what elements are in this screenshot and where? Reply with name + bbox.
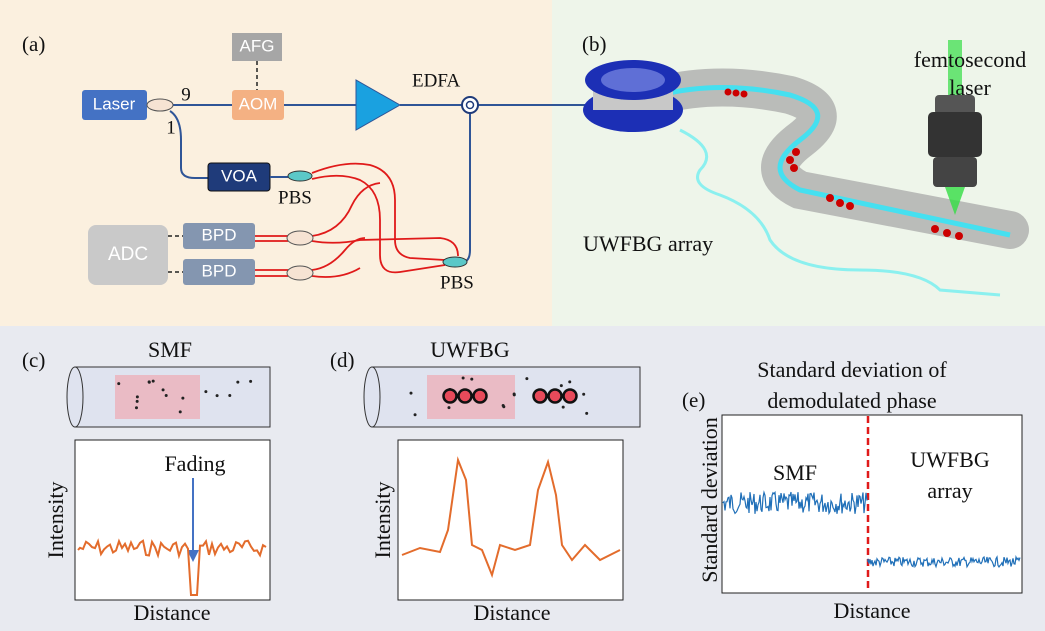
x-label: Distance <box>834 598 911 623</box>
voa-text: VOA <box>221 166 258 185</box>
scatter-dot <box>582 393 585 396</box>
scatter-dot <box>502 404 505 407</box>
scatter-dot <box>181 397 184 400</box>
objective <box>928 112 982 157</box>
panel-title: SMF <box>148 337 192 362</box>
scatter-dot <box>414 413 417 416</box>
scatter-dot <box>513 393 516 396</box>
scatter-dot <box>148 380 151 383</box>
page: {"panel_a": {"label": "(a)", "afg": "AFG… <box>0 0 1045 631</box>
femto-text: laser <box>949 75 991 100</box>
annotation: Fading <box>164 451 225 476</box>
plot-frame <box>398 440 623 600</box>
fiber-tube <box>67 367 83 427</box>
x-label: Distance <box>134 600 211 625</box>
x-label: Distance <box>474 600 551 625</box>
region-text: array <box>927 478 972 503</box>
grating <box>549 390 562 403</box>
panel-label: (d) <box>330 348 355 372</box>
scatter-dot <box>560 384 563 387</box>
femto-text: femtosecond <box>914 47 1026 72</box>
y-label: Intensity <box>370 482 395 559</box>
panel-label: (c) <box>22 348 45 372</box>
panel-title: Standard deviation of <box>757 357 947 382</box>
scatter-dot <box>179 410 182 413</box>
scatter-dot <box>525 377 528 380</box>
pulse <box>115 375 200 419</box>
circulator <box>462 97 478 113</box>
scatter-dot <box>165 394 168 397</box>
y-label: Intensity <box>43 482 68 559</box>
scatter-dot <box>568 380 571 383</box>
spool <box>601 68 665 92</box>
pbs <box>288 171 312 181</box>
pbs-text: PBS <box>278 187 312 208</box>
coupler <box>287 266 313 280</box>
aom-text: AOM <box>239 94 278 113</box>
scatter-dot <box>249 380 252 383</box>
adc-text: ADC <box>108 244 148 265</box>
scatter-dot <box>410 392 413 395</box>
scatter-dot <box>136 400 139 403</box>
objective <box>933 157 977 187</box>
fiber-tube <box>364 367 380 427</box>
scatter-dot <box>204 390 207 393</box>
scatter-dot <box>470 378 473 381</box>
scatter-dot <box>236 381 239 384</box>
scatter-dot <box>135 406 138 409</box>
port-label: 9 <box>181 84 191 105</box>
bpd-text: BPD <box>202 225 237 244</box>
grating <box>534 390 547 403</box>
pbs-text: PBS <box>440 272 474 293</box>
array-text: UWFBG array <box>583 231 713 256</box>
scatter-dot <box>117 382 120 385</box>
afg-text: AFG <box>240 36 275 55</box>
scatter-dot <box>462 377 465 380</box>
laser-text: Laser <box>93 94 136 113</box>
bpd-text: BPD <box>202 261 237 280</box>
scatter-dot <box>216 394 219 397</box>
scatter-dot <box>136 395 139 398</box>
port-label: 1 <box>166 117 176 138</box>
scatter-dot <box>152 380 155 383</box>
region-text: SMF <box>773 460 817 485</box>
scatter-dot <box>562 406 565 409</box>
panel-label: (e) <box>682 388 705 412</box>
plot-frame <box>722 415 1022 593</box>
y-label: Standard deviation <box>697 417 722 583</box>
grating <box>444 390 457 403</box>
panel-title: demodulated phase <box>767 388 936 413</box>
panel-label: (a) <box>22 32 45 56</box>
figure: (a) AFG Laser 9 1 AOM EDFA VOA PBS PBS A… <box>0 0 1045 631</box>
grating <box>459 390 472 403</box>
pbs <box>443 257 467 267</box>
coupler <box>147 99 173 111</box>
coupler <box>287 231 313 245</box>
scatter-dot <box>585 412 588 415</box>
scatter-dot <box>447 406 450 409</box>
scatter-dot <box>162 388 165 391</box>
panel-label: (b) <box>582 32 607 56</box>
edfa-text: EDFA <box>412 70 460 91</box>
panel-title: UWFBG <box>430 337 510 362</box>
grating <box>564 390 577 403</box>
scatter-dot <box>228 394 231 397</box>
region-text: UWFBG <box>910 447 990 472</box>
grating <box>474 390 487 403</box>
